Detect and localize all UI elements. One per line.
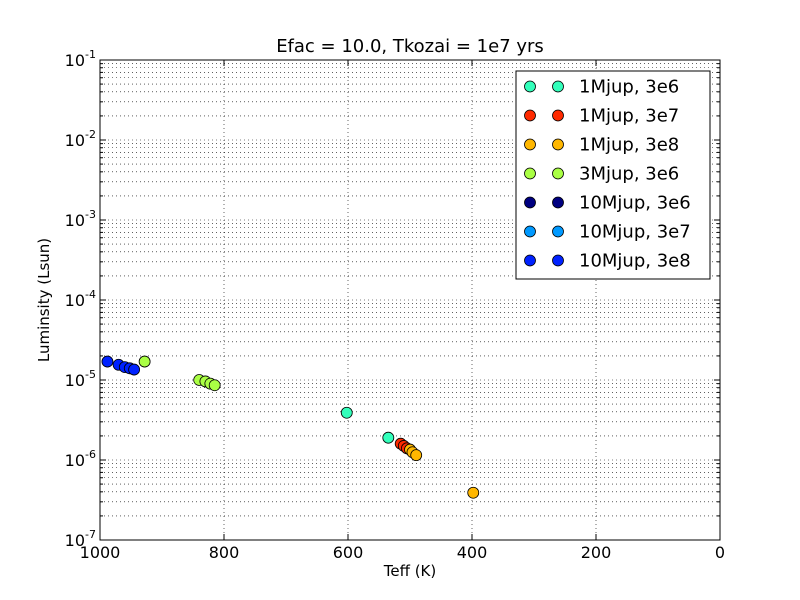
x-tick-label: 1000 (80, 543, 121, 562)
legend-marker (552, 225, 564, 238)
y-tick-label-base: 10 (65, 51, 85, 70)
data-point (467, 486, 480, 499)
y-tick-label-base: 10 (65, 211, 85, 230)
y-tick-label-exponent: -2 (85, 128, 96, 141)
legend-marker (524, 167, 536, 180)
legend-marker (552, 109, 564, 122)
legend-marker (524, 80, 536, 93)
data-point (138, 355, 151, 368)
y-tick-label-base: 10 (65, 371, 85, 390)
legend-marker (524, 225, 536, 238)
data-point (208, 379, 221, 392)
y-tick-label: 10-7 (65, 528, 96, 550)
y-tick-label-base: 10 (65, 291, 85, 310)
legend-label: 1Mjup, 3e8 (579, 135, 679, 156)
x-tick-label: 400 (457, 543, 488, 562)
y-tick-label-exponent: -4 (85, 288, 96, 301)
chart-title: Efac = 10.0, Tkozai = 1e7 yrs (276, 36, 544, 57)
legend-marker (552, 80, 564, 93)
legend-marker (524, 138, 536, 151)
y-tick-label: 10-4 (65, 288, 96, 310)
legend-marker (552, 167, 564, 180)
data-point (410, 449, 423, 462)
y-tick-label: 10-6 (65, 448, 96, 470)
plot-frame (99, 59, 721, 541)
x-axis-label: Teff (K) (383, 562, 437, 580)
data-point (382, 431, 395, 444)
legend-marker (524, 254, 536, 267)
y-tick-label-base: 10 (65, 451, 85, 470)
legend-label: 1Mjup, 3e6 (579, 77, 679, 98)
y-axis-label: Luminsity (Lsun) (35, 238, 53, 362)
y-tick-label-exponent: -5 (85, 368, 96, 381)
legend-marker (524, 196, 536, 209)
x-tick-label: 200 (581, 543, 612, 562)
legend-marker (552, 254, 564, 267)
y-tick-label: 10-3 (65, 208, 96, 230)
y-tick-label-exponent: -1 (85, 48, 96, 61)
legend-label: 1Mjup, 3e7 (579, 106, 679, 127)
y-tick-label-base: 10 (65, 531, 85, 550)
legend-label: 10Mjup, 3e7 (579, 222, 691, 243)
legend-marker (524, 109, 536, 122)
data-point (101, 355, 114, 368)
legend-box (515, 70, 711, 280)
legend-label: 10Mjup, 3e6 (579, 193, 691, 214)
y-tick-label: 10-5 (65, 368, 96, 390)
y-tick-label-exponent: -7 (85, 528, 96, 541)
x-tick-label: 800 (209, 543, 240, 562)
data-points (101, 355, 480, 499)
y-tick-label-base: 10 (65, 131, 85, 150)
data-point (340, 406, 353, 419)
x-tick-label: 600 (333, 543, 364, 562)
y-tick-label-exponent: -3 (85, 208, 96, 221)
y-tick-label-exponent: -6 (85, 448, 96, 461)
legend-label: 10Mjup, 3e8 (579, 251, 691, 272)
data-point (128, 363, 141, 376)
legend-label: 3Mjup, 3e6 (579, 164, 679, 185)
y-tick-label: 10-1 (65, 48, 96, 70)
legend: 1Mjup, 3e6 1Mjup, 3e7 1Mjup, 3e8 3Mjup, 3e6… (515, 70, 711, 280)
legend-marker (552, 138, 564, 151)
y-tick-label: 10-2 (65, 128, 96, 150)
legend-marker (552, 196, 564, 209)
x-tick-label: 0 (715, 543, 725, 562)
